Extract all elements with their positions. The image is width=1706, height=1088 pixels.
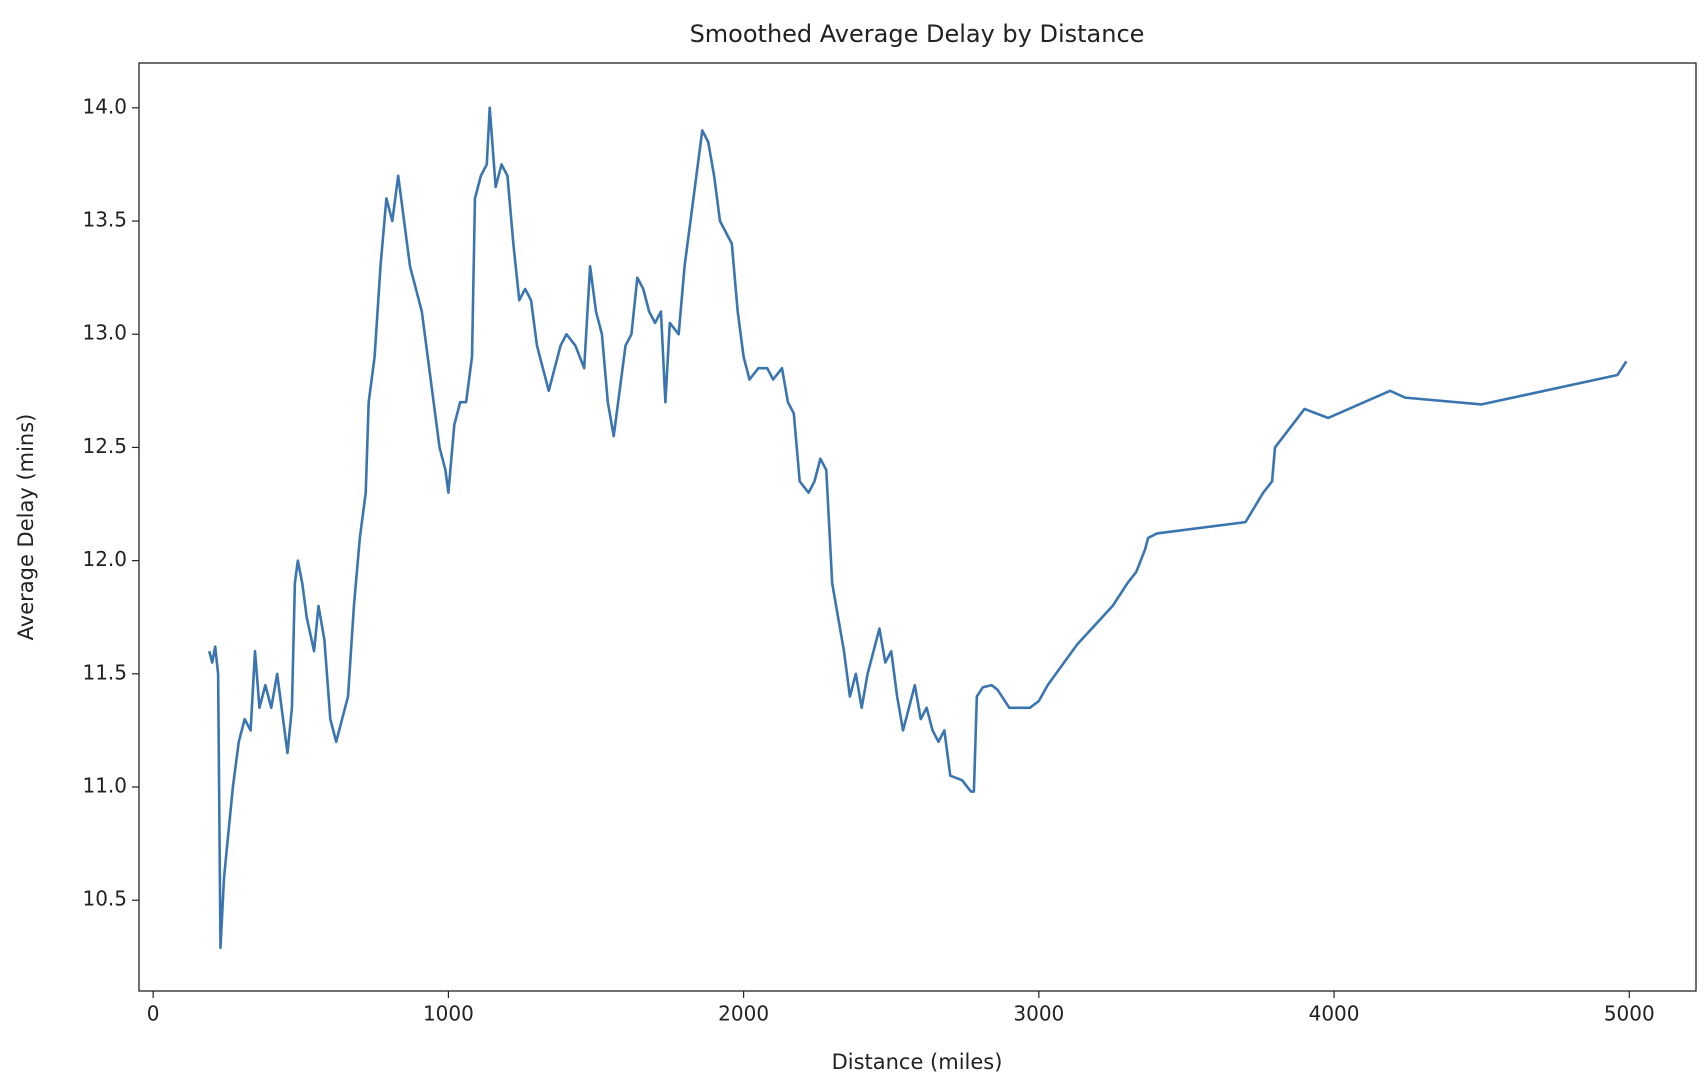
x-tick-label: 4000 bbox=[1309, 1002, 1360, 1026]
y-tick-label: 13.0 bbox=[82, 321, 127, 345]
y-axis-label: Average Delay (mins) bbox=[14, 414, 38, 641]
y-tick-label: 14.0 bbox=[82, 94, 127, 118]
y-tick-label: 11.5 bbox=[82, 660, 127, 684]
x-tick-label: 5000 bbox=[1604, 1002, 1655, 1026]
y-tick-label: 11.0 bbox=[82, 774, 127, 798]
chart-title: Smoothed Average Delay by Distance bbox=[690, 20, 1145, 48]
y-tick-label: 12.5 bbox=[82, 434, 127, 458]
plot-frame bbox=[138, 62, 1697, 992]
y-tick-label: 10.5 bbox=[82, 887, 127, 911]
data-line bbox=[208, 106, 1628, 950]
x-tick-label: 1000 bbox=[423, 1002, 474, 1026]
x-axis-label: Distance (miles) bbox=[832, 1050, 1003, 1074]
x-tick-label: 2000 bbox=[718, 1002, 769, 1026]
y-tick-label: 12.0 bbox=[82, 547, 127, 571]
x-tick-label: 3000 bbox=[1013, 1002, 1064, 1026]
y-tick-label: 13.5 bbox=[82, 208, 127, 232]
x-tick-label: 0 bbox=[147, 1002, 160, 1026]
